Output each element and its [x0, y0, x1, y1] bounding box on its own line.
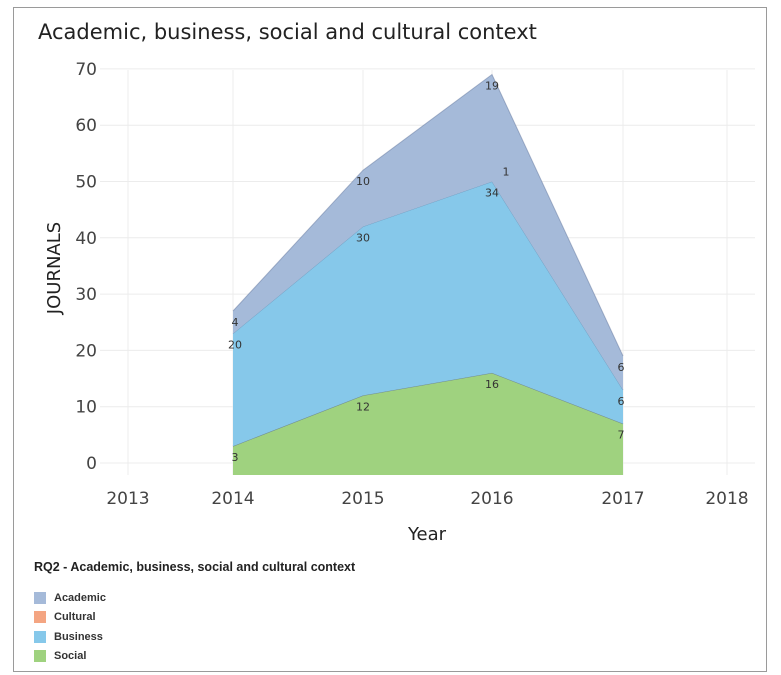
legend-swatch-social	[34, 650, 46, 663]
legend-title: RQ2 - Academic, business, social and cul…	[34, 560, 356, 574]
legend-item-cultural: Cultural	[34, 608, 355, 628]
y-tick-labels: 0 10 20 30 40 50 60 70	[75, 60, 97, 474]
data-label-business-2017: 6	[618, 395, 625, 408]
legend-label-academic: Academic	[54, 591, 106, 604]
legend-label-social: Social	[54, 650, 87, 663]
x-tick-labels: 2013 2014 2015 2016 2017 2018	[106, 489, 748, 509]
legend-items: Academic Cultural Business Social	[34, 588, 355, 666]
data-label-academic-2014: 4	[232, 316, 239, 329]
legend-swatch-business	[34, 630, 46, 643]
x-tick-2017: 2017	[601, 489, 644, 509]
data-label-social-2017: 7	[618, 429, 625, 442]
legend-swatch-cultural	[34, 611, 46, 624]
x-tick-2015: 2015	[341, 489, 384, 509]
legend-swatch-academic	[34, 591, 46, 604]
area-edge-academic	[232, 73, 624, 357]
data-label-social-2015: 12	[356, 400, 370, 413]
x-axis-label: Year	[407, 524, 447, 545]
y-tick-40: 40	[75, 229, 97, 249]
y-tick-60: 60	[75, 116, 97, 136]
y-tick-10: 10	[75, 398, 97, 418]
data-label-business-2014: 20	[228, 339, 242, 352]
chart-title: Academic, business, social and cultural …	[38, 20, 537, 44]
area-business	[233, 181, 623, 447]
data-label-business-2015: 30	[356, 232, 370, 245]
data-label-academic-2017: 6	[618, 361, 625, 374]
y-tick-50: 50	[75, 173, 97, 193]
x-tick-2018: 2018	[705, 489, 748, 509]
data-labels: 3 12 16 7 20 30 34 6 4 10 19 6 1	[228, 80, 625, 465]
legend: RQ2 - Academic, business, social and cul…	[34, 560, 355, 666]
y-axis-label: JOURNALS	[44, 222, 65, 315]
area-series	[232, 73, 624, 475]
legend-item-academic: Academic	[34, 588, 355, 608]
data-label-cultural-2016: 1	[503, 166, 510, 179]
data-label-academic-2015: 10	[356, 175, 370, 188]
y-tick-20: 20	[75, 341, 97, 361]
legend-label-business: Business	[54, 630, 103, 643]
x-tick-2013: 2013	[106, 489, 149, 509]
x-tick-2014: 2014	[211, 489, 254, 509]
area-social	[233, 372, 623, 475]
legend-item-business: Business	[34, 627, 355, 647]
data-label-social-2016: 16	[485, 378, 499, 391]
y-tick-70: 70	[75, 60, 97, 80]
y-tick-0: 0	[86, 454, 97, 474]
legend-item-social: Social	[34, 647, 355, 667]
y-tick-30: 30	[75, 285, 97, 305]
data-label-social-2014: 3	[232, 451, 239, 464]
area-academic	[233, 74, 623, 390]
data-label-business-2016: 34	[485, 187, 499, 200]
data-label-academic-2016: 19	[485, 80, 499, 93]
legend-label-cultural: Cultural	[54, 611, 96, 624]
x-tick-2016: 2016	[470, 489, 513, 509]
